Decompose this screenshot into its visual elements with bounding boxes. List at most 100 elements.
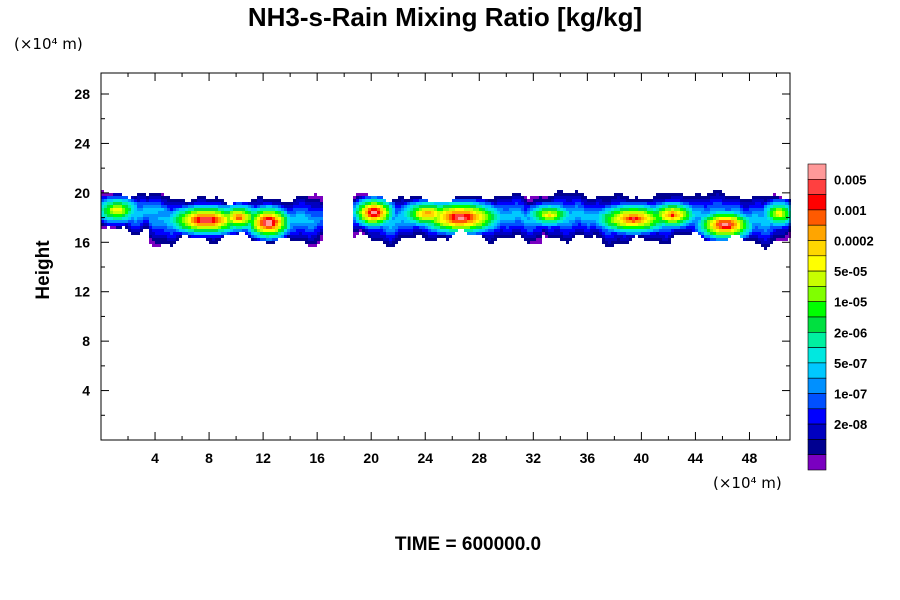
heatmap-cell	[290, 211, 293, 214]
heatmap-cell	[674, 193, 677, 196]
heatmap-cell	[725, 196, 728, 199]
heatmap-cell	[539, 232, 542, 235]
heatmap-cell	[575, 193, 578, 196]
heatmap-cell	[593, 232, 596, 235]
heatmap-cell	[623, 220, 626, 223]
heatmap-cell	[269, 202, 272, 205]
heatmap-cell	[140, 226, 143, 229]
heatmap-cell	[497, 205, 500, 208]
heatmap-cell	[779, 232, 782, 235]
heatmap-cell	[767, 226, 770, 229]
heatmap-cell	[470, 196, 473, 199]
heatmap-cell	[710, 217, 713, 220]
heatmap-cell	[599, 199, 602, 202]
heatmap-cell	[539, 229, 542, 232]
heatmap-cell	[233, 232, 236, 235]
heatmap-cell	[464, 214, 467, 217]
heatmap-cell	[743, 214, 746, 217]
heatmap-cell	[410, 220, 413, 223]
heatmap-field	[101, 190, 791, 250]
heatmap-cell	[548, 226, 551, 229]
heatmap-cell	[629, 199, 632, 202]
heatmap-cell	[698, 208, 701, 211]
heatmap-cell	[716, 220, 719, 223]
heatmap-cell	[374, 220, 377, 223]
heatmap-cell	[419, 223, 422, 226]
heatmap-cell	[308, 211, 311, 214]
heatmap-cell	[404, 226, 407, 229]
heatmap-cell	[614, 217, 617, 220]
heatmap-cell	[692, 226, 695, 229]
heatmap-cell	[125, 208, 128, 211]
heatmap-cell	[302, 235, 305, 238]
heatmap-cell	[557, 214, 560, 217]
heatmap-cell	[683, 196, 686, 199]
heatmap-cell	[716, 208, 719, 211]
heatmap-cell	[785, 223, 788, 226]
heatmap-cell	[506, 232, 509, 235]
heatmap-cell	[365, 223, 368, 226]
heatmap-cell	[581, 193, 584, 196]
heatmap-cell	[377, 220, 380, 223]
heatmap-cell	[551, 214, 554, 217]
heatmap-cell	[431, 238, 434, 241]
heatmap-cell	[608, 214, 611, 217]
heatmap-cell	[206, 223, 209, 226]
heatmap-cell	[113, 211, 116, 214]
heatmap-cell	[425, 220, 428, 223]
colorbar-swatch	[807, 439, 827, 455]
heatmap-cell	[644, 211, 647, 214]
heatmap-cell	[749, 220, 752, 223]
heatmap-cell	[269, 217, 272, 220]
heatmap-cell	[449, 220, 452, 223]
heatmap-cell	[569, 202, 572, 205]
heatmap-cell	[422, 217, 425, 220]
heatmap-cell	[590, 199, 593, 202]
heatmap-cell	[383, 223, 386, 226]
heatmap-cell	[419, 226, 422, 229]
colorbar-label: 0.0002	[834, 234, 874, 249]
heatmap-cell	[722, 232, 725, 235]
heatmap-cell	[767, 217, 770, 220]
heatmap-cell	[287, 214, 290, 217]
heatmap-cell	[209, 232, 212, 235]
heatmap-cell	[734, 196, 737, 199]
heatmap-cell	[605, 217, 608, 220]
heatmap-cell	[377, 208, 380, 211]
heatmap-cell	[368, 229, 371, 232]
heatmap-cell	[131, 208, 134, 211]
x-tick-label: 28	[471, 450, 487, 466]
heatmap-cell	[602, 238, 605, 241]
heatmap-cell	[605, 208, 608, 211]
heatmap-cell	[467, 229, 470, 232]
x-tick-label: 48	[742, 450, 758, 466]
heatmap-cell	[491, 214, 494, 217]
heatmap-cell	[236, 232, 239, 235]
heatmap-cell	[590, 211, 593, 214]
heatmap-cell	[641, 229, 644, 232]
heatmap-cell	[542, 217, 545, 220]
heatmap-cell	[713, 232, 716, 235]
heatmap-cell	[443, 217, 446, 220]
heatmap-cell	[197, 205, 200, 208]
heatmap-cell	[401, 235, 404, 238]
heatmap-cell	[704, 232, 707, 235]
heatmap-cell	[581, 226, 584, 229]
heatmap-cell	[683, 220, 686, 223]
heatmap-cell	[482, 223, 485, 226]
heatmap-cell	[305, 223, 308, 226]
heatmap-cell	[614, 226, 617, 229]
heatmap-cell	[650, 238, 653, 241]
heatmap-cell	[563, 229, 566, 232]
heatmap-cell	[149, 196, 152, 199]
heatmap-cell	[431, 211, 434, 214]
heatmap-cell	[680, 214, 683, 217]
heatmap-cell	[632, 208, 635, 211]
heatmap-cell	[665, 223, 668, 226]
heatmap-cell	[131, 220, 134, 223]
heatmap-cell	[371, 205, 374, 208]
heatmap-cell	[626, 238, 629, 241]
heatmap-cell	[212, 217, 215, 220]
heatmap-cell	[740, 211, 743, 214]
heatmap-cell	[143, 214, 146, 217]
